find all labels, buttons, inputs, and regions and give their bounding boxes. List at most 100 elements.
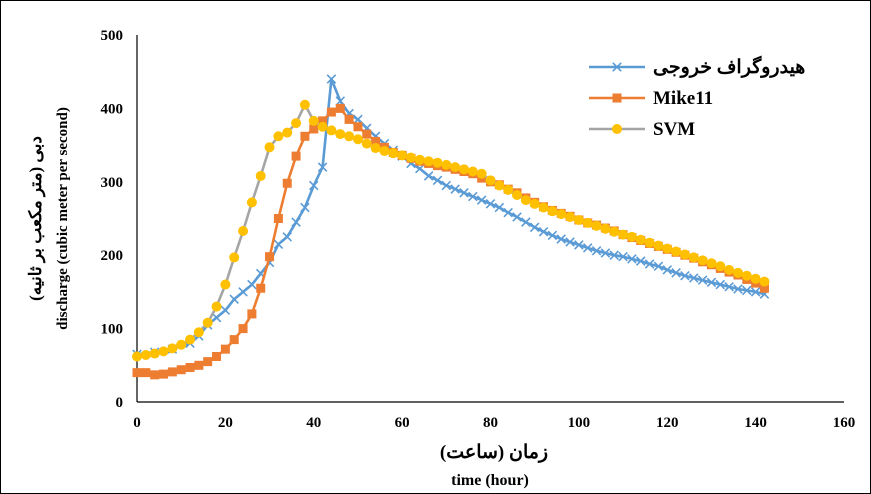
data-point — [538, 226, 549, 237]
data-point — [326, 107, 336, 117]
data-point — [282, 232, 293, 242]
data-point — [574, 240, 584, 250]
data-point — [193, 327, 204, 338]
data-point — [212, 351, 222, 361]
data-point — [467, 166, 478, 177]
data-point — [371, 136, 381, 146]
data-point — [344, 131, 355, 142]
data-point — [529, 198, 540, 209]
data-point — [229, 252, 240, 263]
x-tick-label: 120 — [656, 415, 679, 431]
data-point — [582, 243, 593, 253]
data-point — [724, 281, 734, 292]
data-point — [308, 180, 319, 191]
legend-label: هیدروگراف خروجی — [653, 55, 805, 78]
data-point — [397, 150, 408, 161]
data-point — [211, 301, 222, 312]
legend-swatch-marker — [612, 93, 622, 103]
data-point — [256, 283, 266, 293]
data-point — [715, 261, 726, 272]
data-point — [697, 255, 708, 266]
data-point — [476, 168, 487, 179]
x-tick-label: 40 — [306, 415, 321, 431]
data-point — [273, 131, 284, 142]
data-point — [185, 363, 195, 373]
data-point — [503, 184, 514, 195]
x-tick-label: 60 — [395, 415, 410, 431]
data-point — [185, 334, 196, 345]
data-point — [291, 118, 302, 129]
y-tick-label: 200 — [101, 248, 124, 264]
data-point — [679, 249, 690, 260]
data-point — [733, 284, 743, 294]
y-axis-title-english: discharge (cubic meter per second) — [55, 107, 71, 330]
data-point — [335, 96, 346, 106]
data-point — [318, 116, 328, 126]
data-point — [688, 273, 699, 283]
x-axis-title-persian: زمان (ساعت) — [440, 442, 548, 463]
data-point — [458, 164, 469, 175]
data-point — [229, 294, 239, 305]
data-point — [149, 348, 160, 359]
data-point — [556, 209, 567, 220]
data-point — [653, 261, 664, 271]
data-point — [468, 191, 478, 202]
data-point — [291, 217, 301, 227]
data-point — [476, 195, 487, 205]
data-point — [512, 212, 522, 222]
data-point — [759, 283, 769, 293]
data-point — [644, 259, 655, 269]
data-point — [326, 74, 337, 84]
data-point — [706, 258, 717, 269]
data-point — [176, 365, 186, 375]
data-point — [300, 131, 310, 141]
data-point — [450, 184, 460, 194]
data-point — [167, 343, 178, 354]
data-point — [353, 122, 363, 132]
data-point — [600, 248, 611, 258]
data-point — [273, 214, 283, 223]
data-point — [671, 268, 681, 278]
series-3 — [132, 99, 770, 362]
x-tick-label: 140 — [744, 415, 767, 431]
data-point — [485, 175, 496, 186]
data-point — [556, 234, 566, 244]
data-point — [300, 202, 310, 213]
data-point — [299, 99, 310, 110]
data-point — [565, 212, 576, 223]
data-point — [370, 143, 381, 154]
y-tick-label: 500 — [101, 28, 124, 44]
data-point — [680, 270, 690, 281]
data-point — [308, 115, 319, 126]
data-point — [264, 142, 275, 153]
data-point — [388, 148, 399, 159]
series-1 — [132, 74, 770, 360]
data-point — [591, 246, 602, 256]
data-point — [211, 312, 222, 323]
data-point — [547, 230, 558, 241]
y-tick-label: 100 — [101, 322, 124, 338]
data-point — [626, 231, 637, 242]
data-point — [273, 239, 284, 249]
data-point — [459, 188, 469, 198]
y-tick-label: 400 — [101, 101, 124, 117]
data-point — [671, 246, 682, 257]
data-point — [715, 279, 726, 290]
data-point — [600, 223, 611, 234]
data-point — [732, 267, 743, 278]
data-point — [229, 335, 239, 345]
data-point — [520, 195, 531, 206]
data-point — [635, 256, 646, 266]
data-point — [432, 175, 443, 186]
data-point — [547, 206, 558, 217]
data-point — [353, 114, 363, 125]
data-point — [724, 264, 735, 275]
data-point — [246, 197, 257, 208]
data-point — [494, 180, 505, 191]
x-tick-label: 0 — [133, 415, 141, 431]
data-point — [194, 360, 204, 370]
x-axis-title-english: time (hour) — [451, 472, 529, 489]
data-point — [352, 134, 363, 145]
x-tick-label: 20 — [218, 415, 233, 431]
legend-item: هیدروگراف خروجی — [589, 55, 805, 78]
